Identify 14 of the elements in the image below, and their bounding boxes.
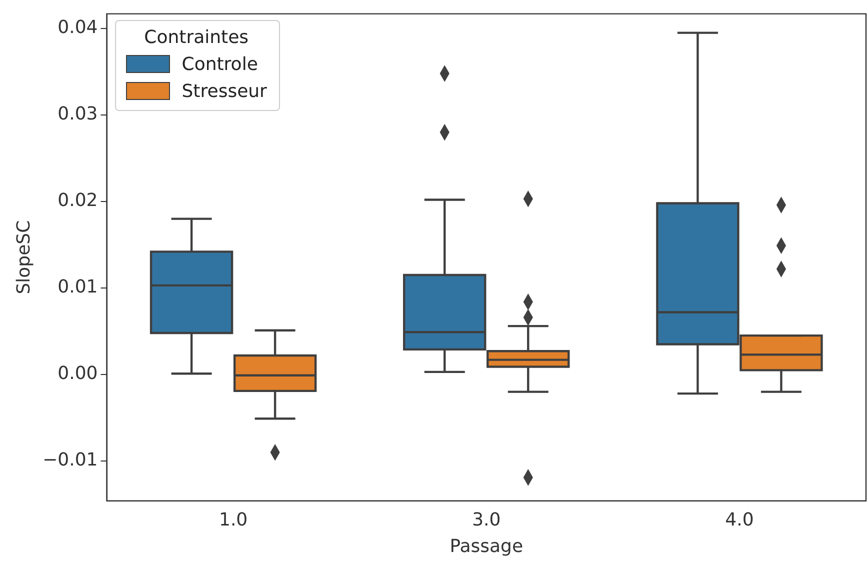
y-tick-label: 0.02 (58, 190, 98, 212)
x-tick-label: 3.0 (472, 509, 501, 530)
legend-title: Contraintes (143, 26, 250, 48)
legend-label: Stresseur (182, 80, 267, 102)
y-tick-label: 0.01 (58, 276, 98, 298)
y-tick-label: 0.04 (58, 17, 98, 38)
legend-label: Controle (182, 54, 258, 75)
y-tick-label: 0.00 (58, 363, 98, 384)
y-tick-label: 0.03 (58, 104, 98, 125)
x-tick-label: 1.0 (218, 509, 248, 530)
y-tick-label: −0.01 (42, 450, 98, 471)
y-axis-title: SlopeSC (13, 220, 34, 294)
x-axis-title: Passage (450, 536, 524, 557)
x-tick-label: 4.0 (725, 509, 754, 530)
